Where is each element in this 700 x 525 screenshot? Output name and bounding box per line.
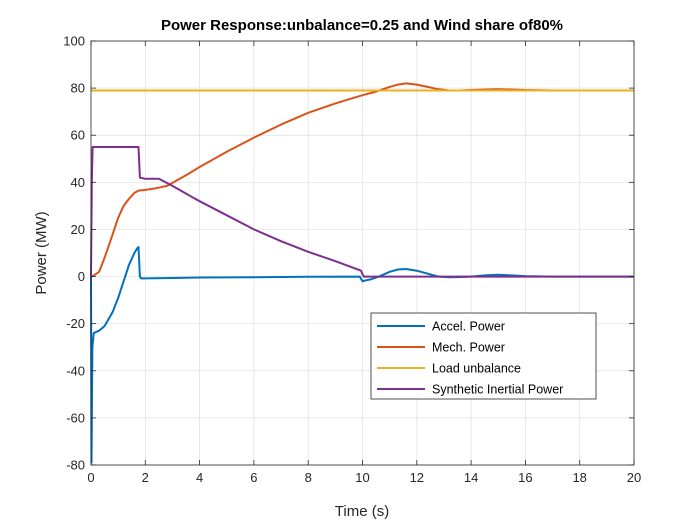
x-tick-label: 8 bbox=[305, 470, 312, 485]
ticks: 0 2 4 6 8 10 12 14 16 18 20 -80 -60 -40 -20 0 20 40 60 80 10… bbox=[63, 34, 641, 486]
y-tick-label: 80 bbox=[71, 81, 85, 96]
series-line-synthetic-inertial-power bbox=[90, 146, 634, 278]
legend-label-mech-power: Mech. Power bbox=[432, 341, 505, 355]
chart-title: Power Response:unbalance=0.25 and Wind s… bbox=[161, 17, 563, 34]
x-tick-label: 18 bbox=[572, 470, 586, 485]
x-tick-label: 0 bbox=[87, 470, 94, 485]
x-tick-label: 20 bbox=[627, 470, 641, 485]
x-tick-label: 2 bbox=[142, 470, 149, 485]
y-tick-label: 100 bbox=[63, 34, 85, 49]
y-tick-label: 40 bbox=[71, 175, 85, 190]
legend-label-load-unbalance: Load unbalance bbox=[432, 362, 521, 376]
series-line-accel-power bbox=[90, 246, 634, 464]
x-axis-label: Time (s) bbox=[335, 503, 389, 520]
y-tick-label: 0 bbox=[78, 269, 85, 284]
y-tick-label: 60 bbox=[71, 128, 85, 143]
legend-items: Accel. Power Mech. Power Load unbalance Syn… bbox=[377, 320, 563, 397]
y-tick-label: -40 bbox=[66, 363, 85, 378]
x-tick-label: 4 bbox=[196, 470, 203, 485]
x-tick-label: 6 bbox=[250, 470, 257, 485]
x-tick-label: 12 bbox=[410, 470, 424, 485]
x-tick-label: 16 bbox=[518, 470, 532, 485]
x-tick-label: 14 bbox=[464, 470, 478, 485]
y-tick-label: 20 bbox=[71, 222, 85, 237]
y-tick-label: -80 bbox=[66, 458, 85, 473]
y-tick-label: -60 bbox=[66, 410, 85, 425]
series-lines bbox=[90, 82, 634, 464]
y-axis-label: Power (MW) bbox=[33, 211, 50, 294]
x-tick-label: 10 bbox=[355, 470, 369, 485]
legend-label-synthetic-inertial-power: Synthetic Inertial Power bbox=[432, 383, 563, 397]
legend-box bbox=[370, 312, 597, 400]
legend-label-accel-power: Accel. Power bbox=[432, 320, 505, 334]
y-tick-label: -20 bbox=[66, 316, 85, 331]
legend: Accel. Power Mech. Power Load unbalance Syn… bbox=[370, 312, 597, 400]
